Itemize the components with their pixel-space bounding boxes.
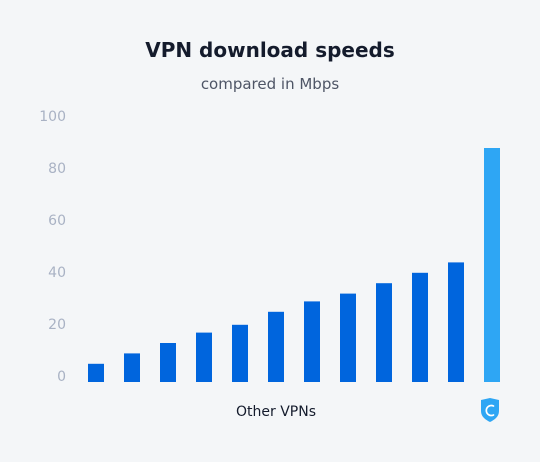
y-tick-label: 40 <box>48 265 66 281</box>
chart-title: VPN download speeds <box>145 38 395 62</box>
bar <box>160 343 176 382</box>
bar <box>340 293 356 382</box>
y-tick-label: 80 <box>48 161 66 177</box>
y-tick-label: 60 <box>48 213 66 229</box>
bar <box>268 311 284 382</box>
bar <box>232 324 248 382</box>
bar <box>196 332 212 382</box>
bar-highlight <box>484 148 500 382</box>
x-axis-label: Other VPNs <box>236 404 316 420</box>
y-tick-label: 0 <box>57 369 66 385</box>
bar <box>88 363 104 382</box>
y-axis: 0 20 40 60 80 100 <box>39 109 66 385</box>
bar <box>412 272 428 382</box>
chart-subtitle: compared in Mbps <box>200 75 340 93</box>
shield-icon <box>481 398 499 422</box>
y-tick-label: 20 <box>48 317 66 333</box>
bar <box>448 262 464 382</box>
bar <box>124 353 140 382</box>
bars <box>88 148 500 382</box>
bar <box>376 283 392 382</box>
bar <box>304 301 320 382</box>
y-tick-label: 100 <box>39 109 66 125</box>
